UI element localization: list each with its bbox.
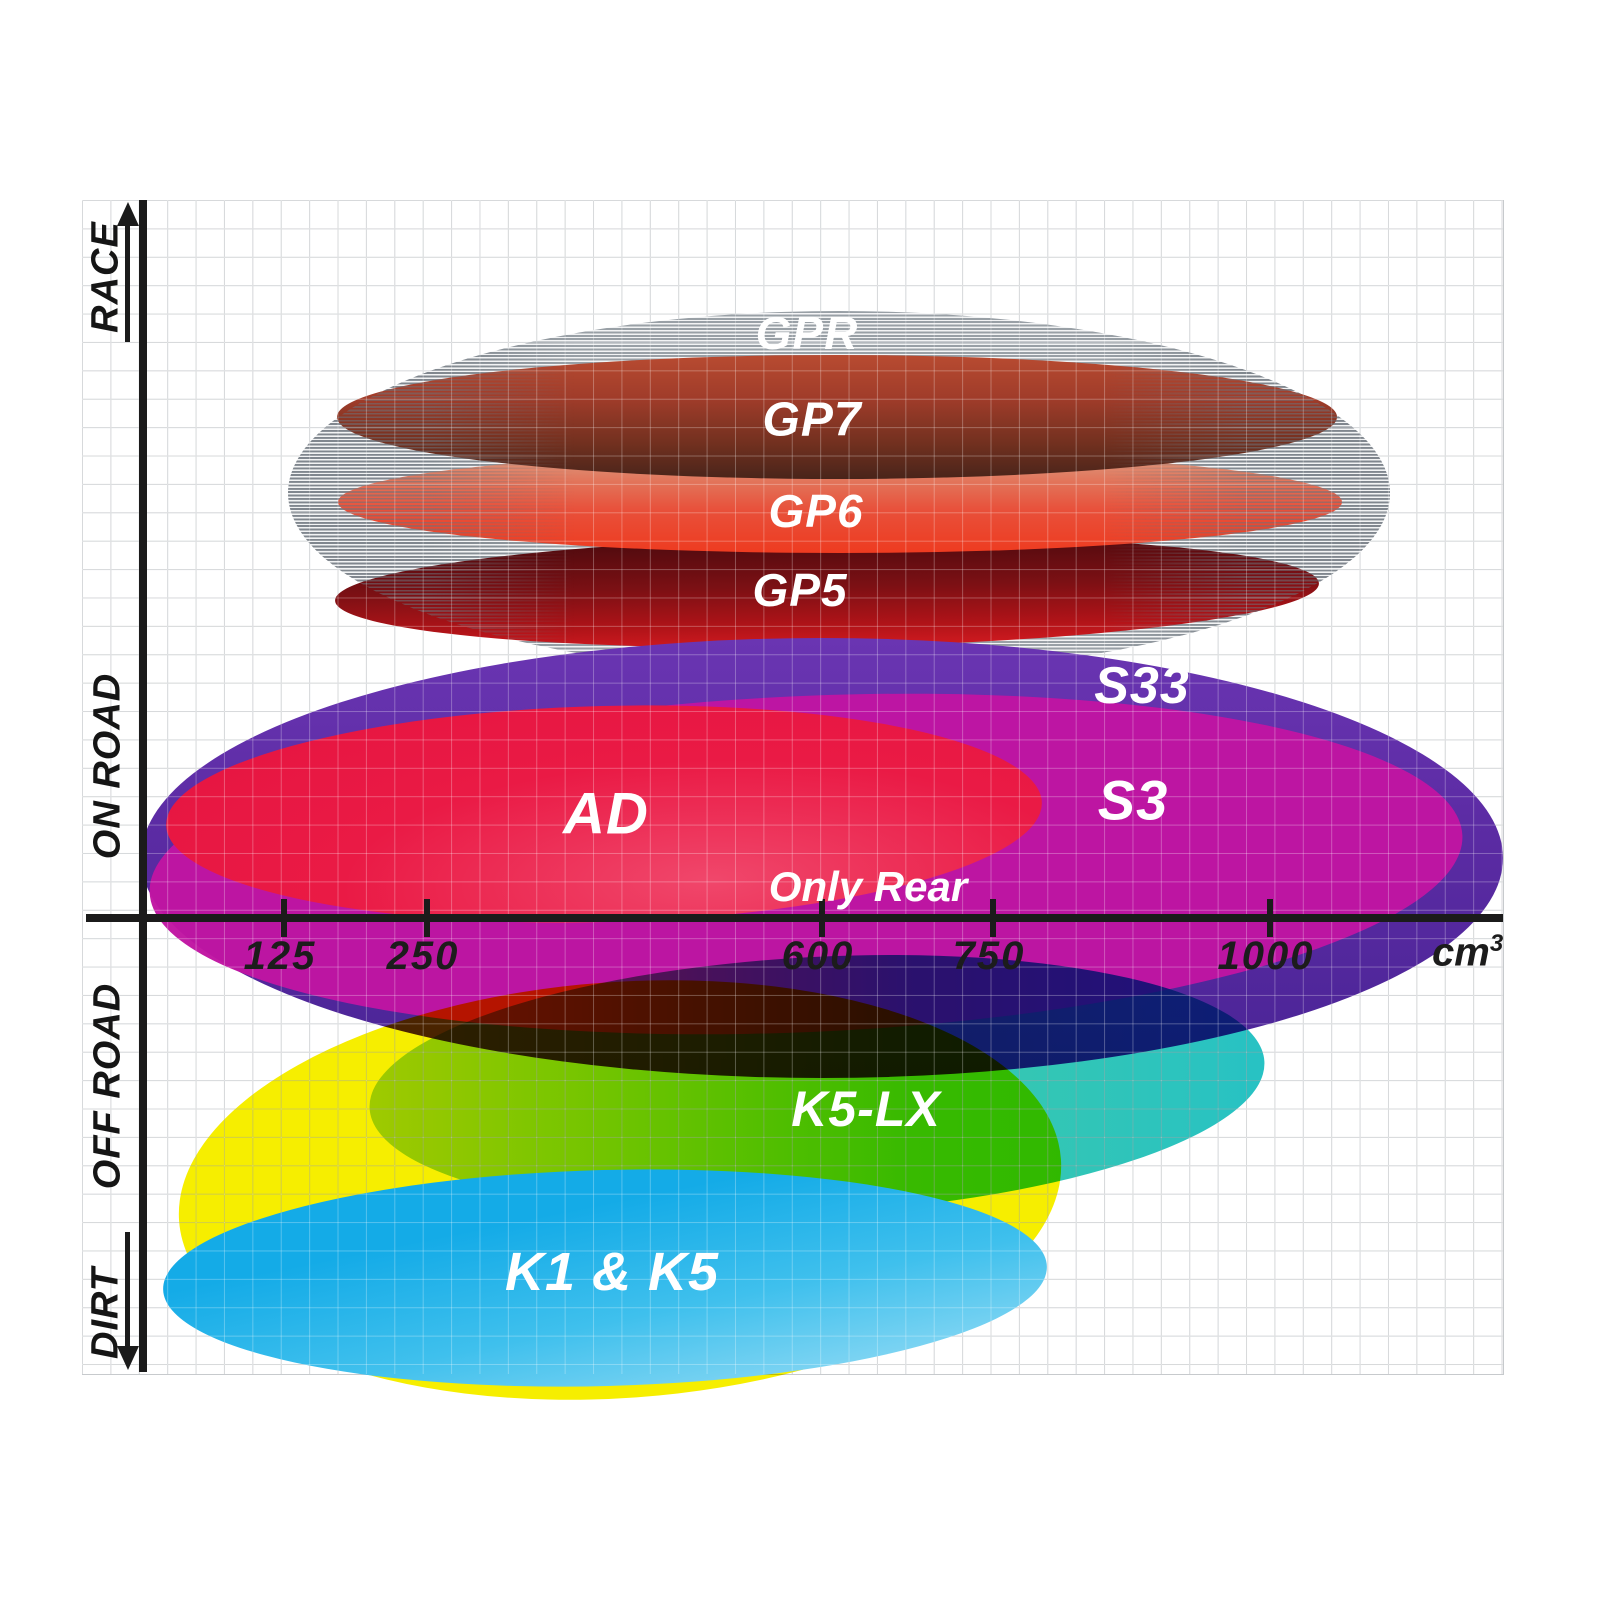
x-tick-5 <box>1267 899 1273 937</box>
race-up-arrow-icon <box>117 202 139 226</box>
y-band-label-race: RACE <box>84 221 127 333</box>
x-axis-line <box>86 914 1503 922</box>
dirt-down-arrow-icon <box>117 1346 139 1370</box>
region-k1k5-label: K1 & K5 <box>504 1242 720 1302</box>
race-up-arrow-shaft <box>125 224 130 342</box>
region-gpr-label: GPR <box>755 307 859 359</box>
region-gpr-hatch-overlay <box>288 311 1390 675</box>
x-tick-4 <box>990 899 996 937</box>
x-tick-label-3: 600 <box>781 934 855 978</box>
x-tick-label-1: 125 <box>243 934 317 978</box>
x-tick-1 <box>281 899 287 937</box>
region-gp5-label: GP5 <box>752 564 848 616</box>
x-tick-label-5: 1000 <box>1217 934 1315 978</box>
region-ad-label: AD <box>563 781 649 847</box>
region-k5lx-label: K5-LX <box>791 1081 941 1137</box>
x-tick-2 <box>424 899 430 937</box>
x-tick-label-4: 750 <box>952 934 1026 978</box>
region-s3-label: S3 <box>1097 768 1169 832</box>
y-axis-line <box>139 200 147 1372</box>
region-gp7-label: GP7 <box>762 393 862 447</box>
x-axis-unit-label: cm3 <box>1432 930 1503 975</box>
x-tick-3 <box>819 899 825 937</box>
y-band-label-on-road: ON ROAD <box>86 672 129 860</box>
region-gp6-label: GP6 <box>768 485 864 537</box>
x-tick-label-2: 250 <box>386 934 460 978</box>
dirt-down-arrow-shaft <box>125 1232 130 1348</box>
region-s33-label: S33 <box>1094 657 1190 715</box>
region-ad-note: Only Rear <box>768 863 968 910</box>
y-band-label-off-road: OFF ROAD <box>86 982 129 1190</box>
x-axis-unit-text: cm <box>1432 930 1490 975</box>
x-axis-unit-exponent: 3 <box>1489 930 1504 957</box>
y-band-label-dirt: DIRT <box>84 1267 127 1359</box>
